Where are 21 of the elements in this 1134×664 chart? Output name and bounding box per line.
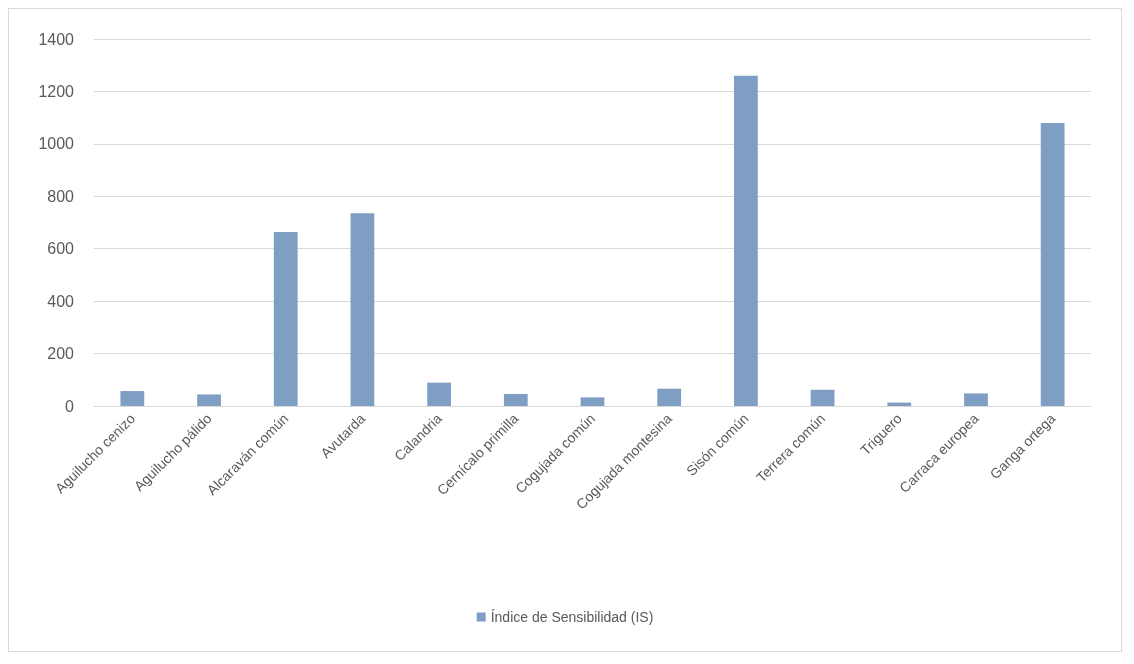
y-tick-label: 1400 (38, 30, 75, 48)
y-tick-label: 200 (47, 345, 75, 363)
y-tick-label: 800 (47, 187, 75, 205)
bar (503, 393, 528, 406)
bar (810, 389, 835, 406)
bar (734, 75, 758, 406)
bar (657, 388, 682, 406)
bar (1040, 122, 1065, 406)
y-tick-label: 1000 (38, 135, 75, 153)
legend-label: Índice de Sensibilidad (IS) (490, 609, 654, 625)
y-tick-label: 0 (65, 397, 75, 415)
bar (427, 382, 451, 406)
y-tick-label: 400 (47, 292, 75, 310)
bar (580, 397, 605, 406)
y-tick-label: 1200 (38, 82, 75, 100)
bar (964, 393, 988, 406)
y-tick-label: 600 (47, 240, 75, 258)
bar (273, 231, 298, 406)
bar (197, 394, 221, 406)
bar (350, 213, 375, 406)
bar (120, 391, 145, 406)
